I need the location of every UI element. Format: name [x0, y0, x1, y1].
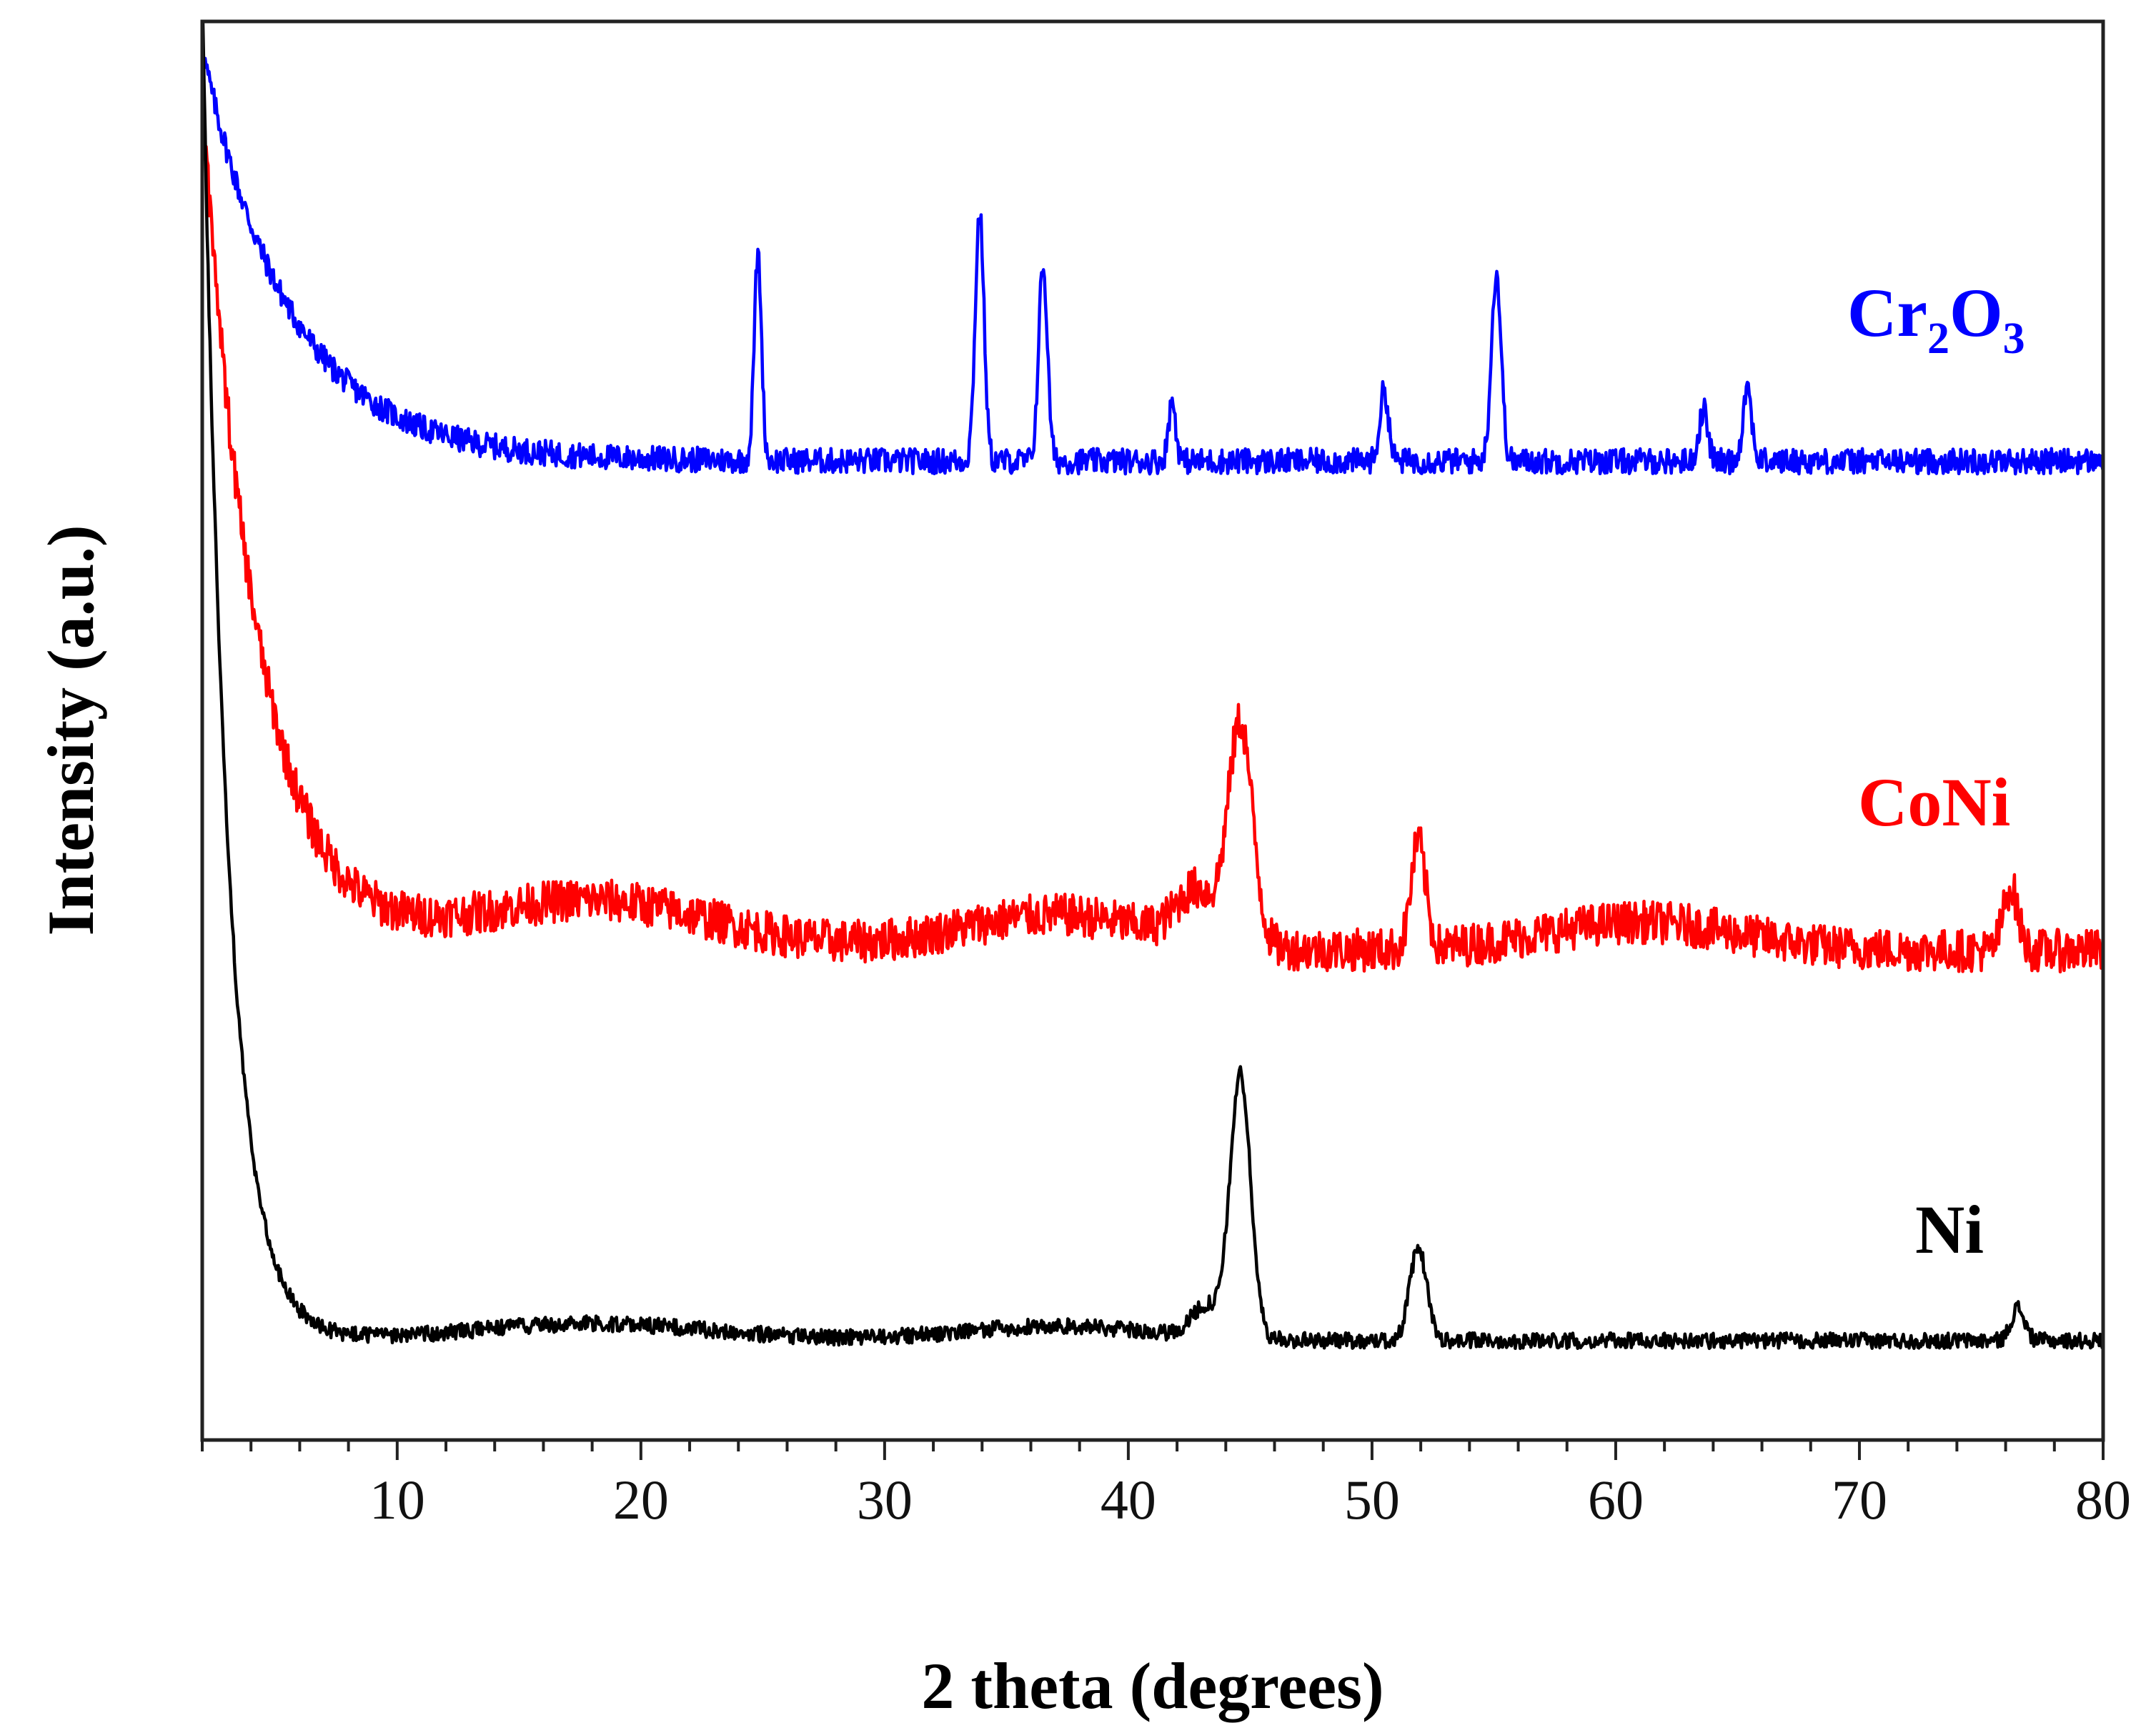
- cr2o3-label-cr: Cr: [1847, 274, 1927, 351]
- series-line-cr2o3: [202, 55, 2103, 476]
- series-label-coni: CoNi: [1858, 764, 2010, 840]
- x-tick-label: 30: [857, 1469, 913, 1531]
- x-tick-label: 40: [1101, 1469, 1156, 1531]
- plot-frame: [200, 19, 2105, 1442]
- x-tick-label: 10: [369, 1469, 425, 1531]
- x-tick-label: 20: [613, 1469, 669, 1531]
- series-label-ni: Ni: [1915, 1191, 1984, 1268]
- cr2o3-label-sub-3: 3: [2003, 314, 2025, 363]
- x-tick-label: 80: [2075, 1469, 2131, 1531]
- series-line-coni: [202, 92, 2103, 974]
- y-axis-title: Intensity (a.u.): [34, 525, 107, 935]
- x-tick-label: 60: [1588, 1469, 1644, 1531]
- series-label-cr2o3: Cr2O3: [1847, 274, 2025, 363]
- x-tick-label: 70: [1832, 1469, 1887, 1531]
- cr2o3-label-o: O: [1949, 274, 2003, 351]
- x-tick-label: 50: [1344, 1469, 1400, 1531]
- series-line-ni: [202, 21, 2103, 1351]
- cr2o3-label-sub-2: 2: [1927, 314, 1949, 363]
- x-axis-title: 2 theta (degrees): [921, 1649, 1383, 1722]
